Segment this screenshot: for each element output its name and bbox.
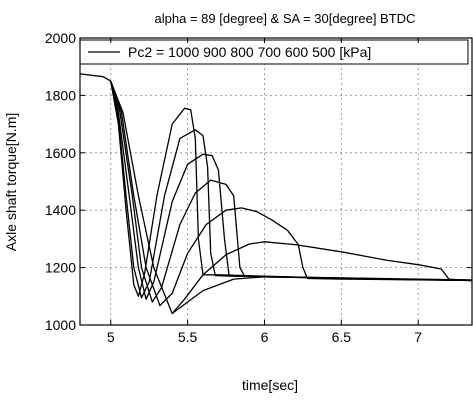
series-group (79, 73, 473, 315)
x-tick-label: 7 (414, 329, 422, 345)
x-tick-label: 5 (107, 329, 115, 345)
grid (80, 38, 472, 325)
x-axis-label: time[sec] (242, 377, 298, 393)
series-line-800 (110, 80, 473, 300)
legend: Pc2 = 1000 900 800 700 600 500 [kPa] (79, 39, 469, 65)
x-tick-label: 6 (261, 329, 269, 345)
y-axis-label: Axle shaft torque[N.m] (3, 113, 19, 252)
plot-frame (79, 37, 473, 326)
series-line-600 (110, 80, 473, 307)
y-tick-label: 1400 (45, 202, 76, 218)
series-line-1000 (79, 73, 473, 297)
y-tick-label: 1000 (45, 317, 76, 333)
y-tick-label: 1800 (45, 87, 76, 103)
series-line-500-base (171, 276, 473, 315)
y-tick-label: 1200 (45, 260, 76, 276)
y-tick-label: 1600 (45, 145, 76, 161)
legend-box (79, 39, 469, 65)
x-tick-label: 5.5 (178, 329, 198, 345)
series-line-700 (110, 80, 473, 303)
series-line-500 (110, 80, 473, 315)
y-tick-label: 2000 (45, 30, 76, 46)
axis-ticks: 5 5.5 6 6.5 7 1000 1200 1400 1600 1800 2000 (45, 30, 472, 345)
legend-entry: Pc2 = 1000 900 800 700 600 500 [kPa] (128, 44, 371, 60)
series-line-900 (110, 80, 473, 299)
x-tick-label: 6.5 (332, 329, 352, 345)
chart-title: alpha = 89 [degree] & SA = 30[degree] BT… (155, 11, 416, 26)
